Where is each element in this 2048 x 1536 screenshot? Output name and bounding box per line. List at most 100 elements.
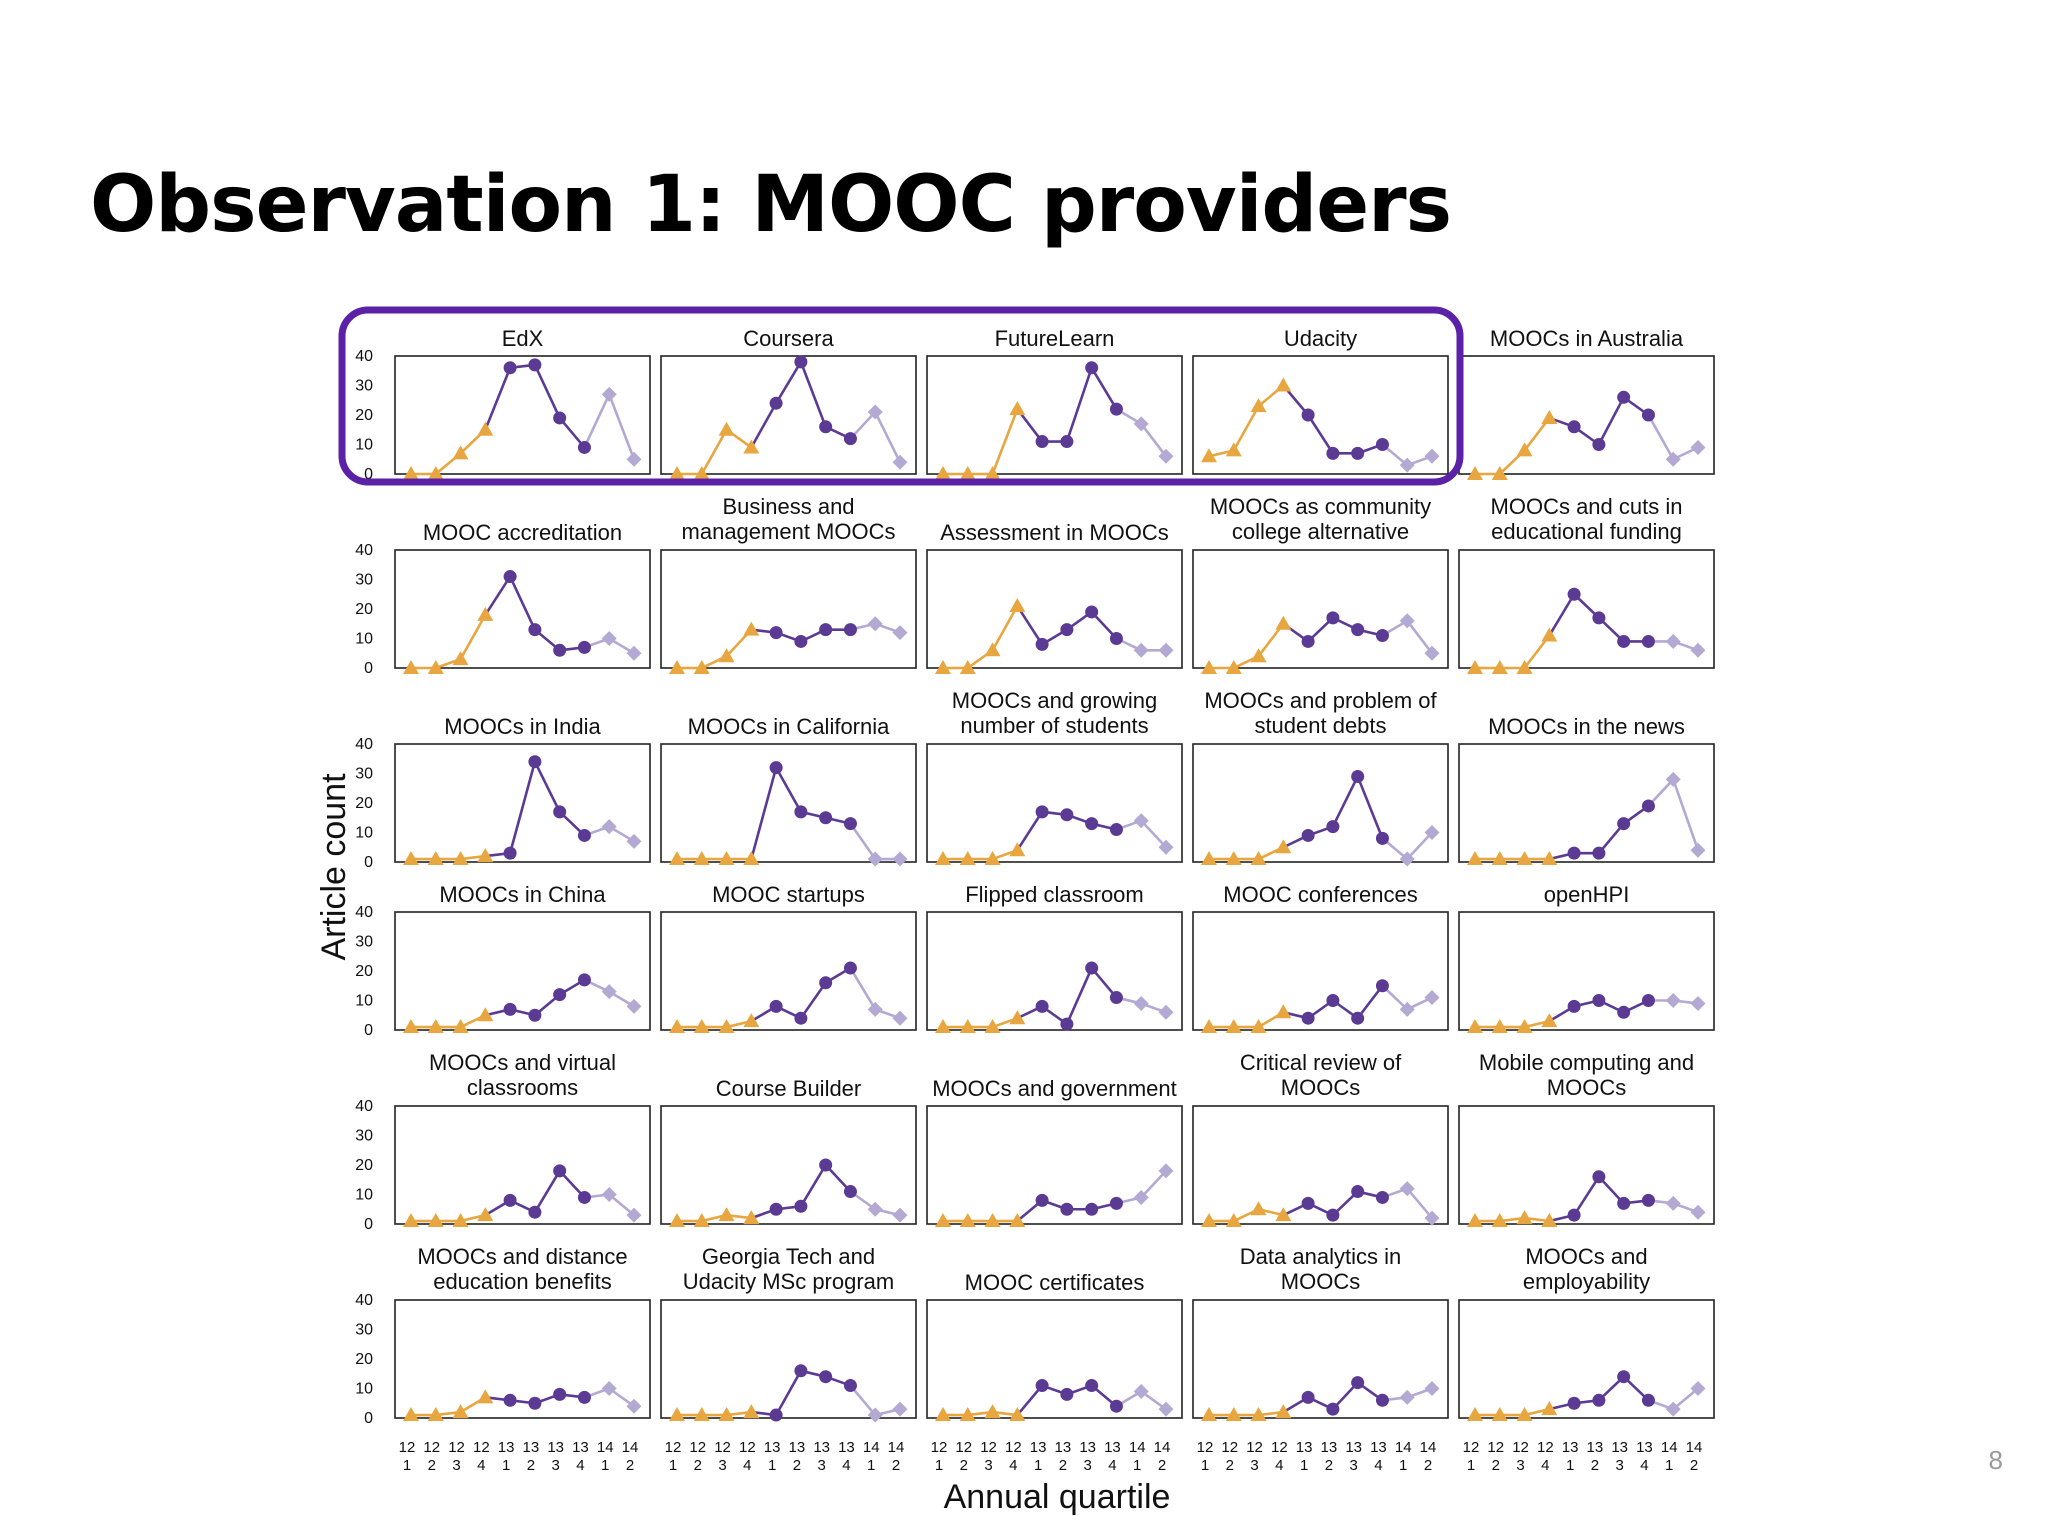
data-point [867, 1407, 883, 1423]
data-point [1467, 1213, 1483, 1228]
x-tick-label-quarter: 3 [1615, 1457, 1623, 1474]
data-point [693, 1407, 710, 1422]
x-tick-label-year: 12 [665, 1439, 682, 1456]
panel-title: Flipped classroom [965, 882, 1144, 907]
data-point [984, 1213, 1001, 1228]
x-tick-label-quarter: 3 [551, 1457, 559, 1474]
data-point [1201, 1213, 1217, 1228]
data-point [867, 404, 883, 420]
y-tick-label: 10 [355, 825, 373, 842]
data-point [693, 466, 710, 480]
series-line-segment [1671, 778, 1700, 851]
data-point [794, 805, 808, 819]
data-point [1109, 991, 1123, 1005]
data-point [427, 1019, 444, 1034]
panel-title: MOOCs [1281, 1269, 1360, 1294]
panel-frame [1192, 1105, 1449, 1225]
y-tick-label: 30 [355, 934, 373, 951]
data-point [1085, 961, 1099, 975]
data-point [503, 846, 517, 860]
data-point [743, 851, 760, 866]
panel-frame [926, 911, 1183, 1031]
data-point [1085, 817, 1099, 831]
data-point [1009, 598, 1026, 613]
panel-title: education benefits [433, 1269, 612, 1294]
panel-title: MOOC certificates [965, 1270, 1145, 1295]
data-point [892, 851, 908, 867]
data-point [1375, 629, 1389, 643]
data-point [1567, 999, 1581, 1013]
panel-title: Course Builder [716, 1076, 862, 1101]
data-point [1592, 611, 1606, 625]
panel-title: MOOCs in China [439, 882, 606, 907]
data-point [1275, 1004, 1292, 1019]
panel-title: Business and [722, 494, 854, 519]
x-tick-label-quarter: 1 [867, 1457, 875, 1474]
data-point [452, 851, 469, 866]
data-point [843, 817, 857, 831]
data-point [1250, 648, 1267, 663]
panel-frame [1458, 1105, 1715, 1225]
x-tick-label-quarter: 2 [1158, 1457, 1166, 1474]
series-line-segment [774, 1370, 803, 1416]
data-point [959, 1407, 976, 1422]
x-tick-label-year: 14 [597, 1439, 614, 1456]
series-line-segment [774, 361, 803, 404]
x-tick-label-quarter: 3 [1349, 1457, 1357, 1474]
x-tick-label-year: 12 [980, 1439, 997, 1456]
x-tick-label-year: 12 [1463, 1439, 1480, 1456]
data-point [452, 1213, 469, 1228]
data-point [1467, 851, 1483, 866]
panel-title: MOOCs and government [932, 1076, 1177, 1101]
data-point [1617, 1370, 1631, 1384]
data-point [1491, 851, 1508, 866]
panel-frame [926, 743, 1183, 863]
data-point [794, 1199, 808, 1213]
y-tick-label: 0 [364, 1410, 373, 1427]
data-point [867, 1001, 883, 1017]
data-point [1617, 817, 1631, 831]
y-tick-label: 40 [355, 348, 373, 365]
data-point [528, 1396, 542, 1410]
data-point [1541, 1013, 1558, 1028]
series-line-segment [991, 408, 1019, 475]
data-point [1617, 1005, 1631, 1019]
panel-title: educational funding [1491, 519, 1682, 544]
data-point [1060, 808, 1074, 822]
x-tick-label-quarter: 2 [1325, 1457, 1333, 1474]
data-point [984, 851, 1001, 866]
series-line-segment [1406, 620, 1434, 655]
panel-title: MOOCs in India [444, 714, 601, 739]
data-point [403, 660, 419, 674]
data-point [867, 851, 883, 867]
data-point [1491, 1407, 1508, 1422]
data-point [503, 1002, 517, 1016]
data-point [1567, 846, 1581, 860]
x-tick-label-quarter: 3 [1250, 1457, 1258, 1474]
series-line-segment [750, 402, 778, 449]
panel-title: college alternative [1232, 519, 1409, 544]
data-point [1301, 1196, 1315, 1210]
data-point [843, 1185, 857, 1199]
data-point [1275, 377, 1292, 392]
x-tick-label-quarter: 1 [935, 1457, 943, 1474]
x-tick-label-year: 12 [399, 1439, 416, 1456]
x-tick-label-year: 14 [622, 1439, 639, 1456]
x-tick-label-quarter: 2 [1226, 1457, 1234, 1474]
series-line-segment [1140, 819, 1167, 849]
data-point [1541, 409, 1558, 424]
data-point [935, 1407, 951, 1422]
data-point [1035, 637, 1049, 651]
series-line-segment [508, 761, 537, 854]
data-point [1641, 1393, 1655, 1407]
data-point [1641, 994, 1655, 1007]
data-point [1617, 634, 1631, 648]
data-point [935, 466, 951, 480]
y-tick-label: 0 [364, 1216, 373, 1233]
data-point [892, 1401, 908, 1417]
data-point [1035, 999, 1049, 1013]
data-point [601, 984, 617, 1000]
x-tick-label-year: 14 [1129, 1439, 1146, 1456]
data-point [1399, 1389, 1415, 1405]
data-point [1665, 451, 1681, 467]
